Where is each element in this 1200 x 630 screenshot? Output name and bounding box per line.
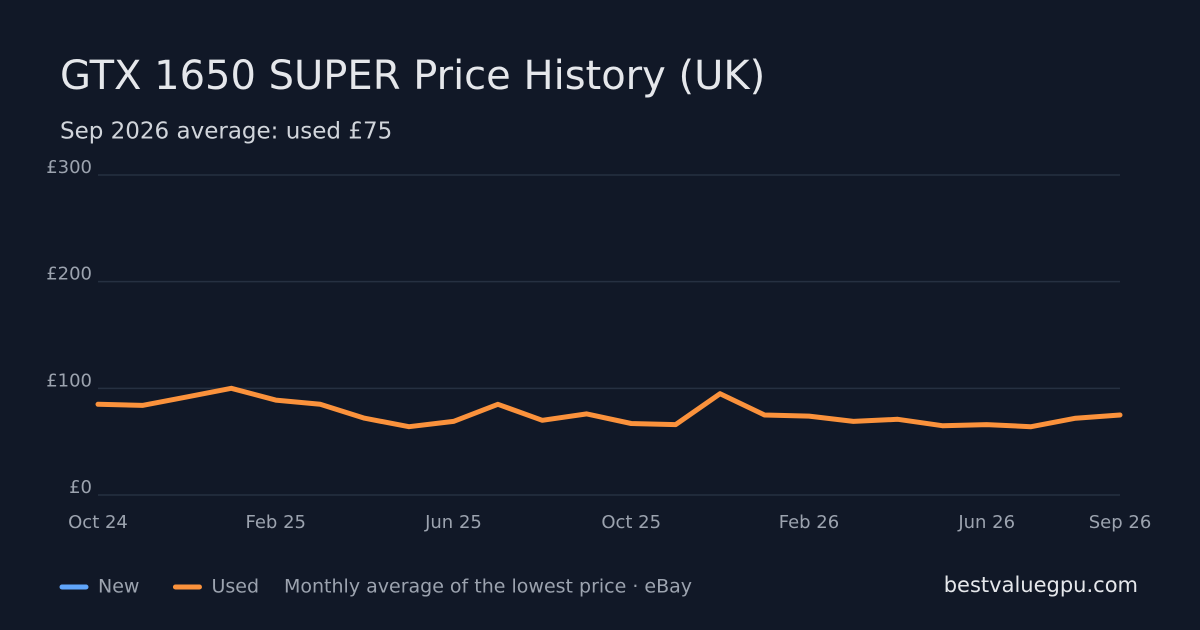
y-tick-label: £0 — [69, 477, 92, 498]
x-tick-label: Oct 24 — [68, 512, 128, 533]
line-series — [95, 385, 1123, 430]
x-tick-label: Oct 25 — [601, 512, 661, 533]
x-tick-label: Feb 25 — [245, 512, 306, 533]
source: bestvaluegpu.com — [944, 573, 1138, 597]
chart-title: GTX 1650 SUPER Price History (UK) — [60, 53, 765, 99]
y-tick-label: £200 — [46, 264, 92, 285]
x-tick-label: Jun 26 — [957, 512, 1015, 533]
x-tick-label: Feb 26 — [779, 512, 840, 533]
y-tick-label: £300 — [46, 157, 92, 178]
chart-subtitle: Sep 2026 average: used £75 — [60, 119, 392, 145]
x-tick-label: Sep 26 — [1089, 512, 1152, 533]
note: Monthly average of the lowest price · eB… — [284, 576, 692, 598]
y-tick-label: £100 — [46, 370, 92, 391]
legend-label: New — [98, 576, 139, 598]
x-tick-label: Jun 25 — [424, 512, 482, 533]
legend-label: Used — [211, 576, 259, 598]
